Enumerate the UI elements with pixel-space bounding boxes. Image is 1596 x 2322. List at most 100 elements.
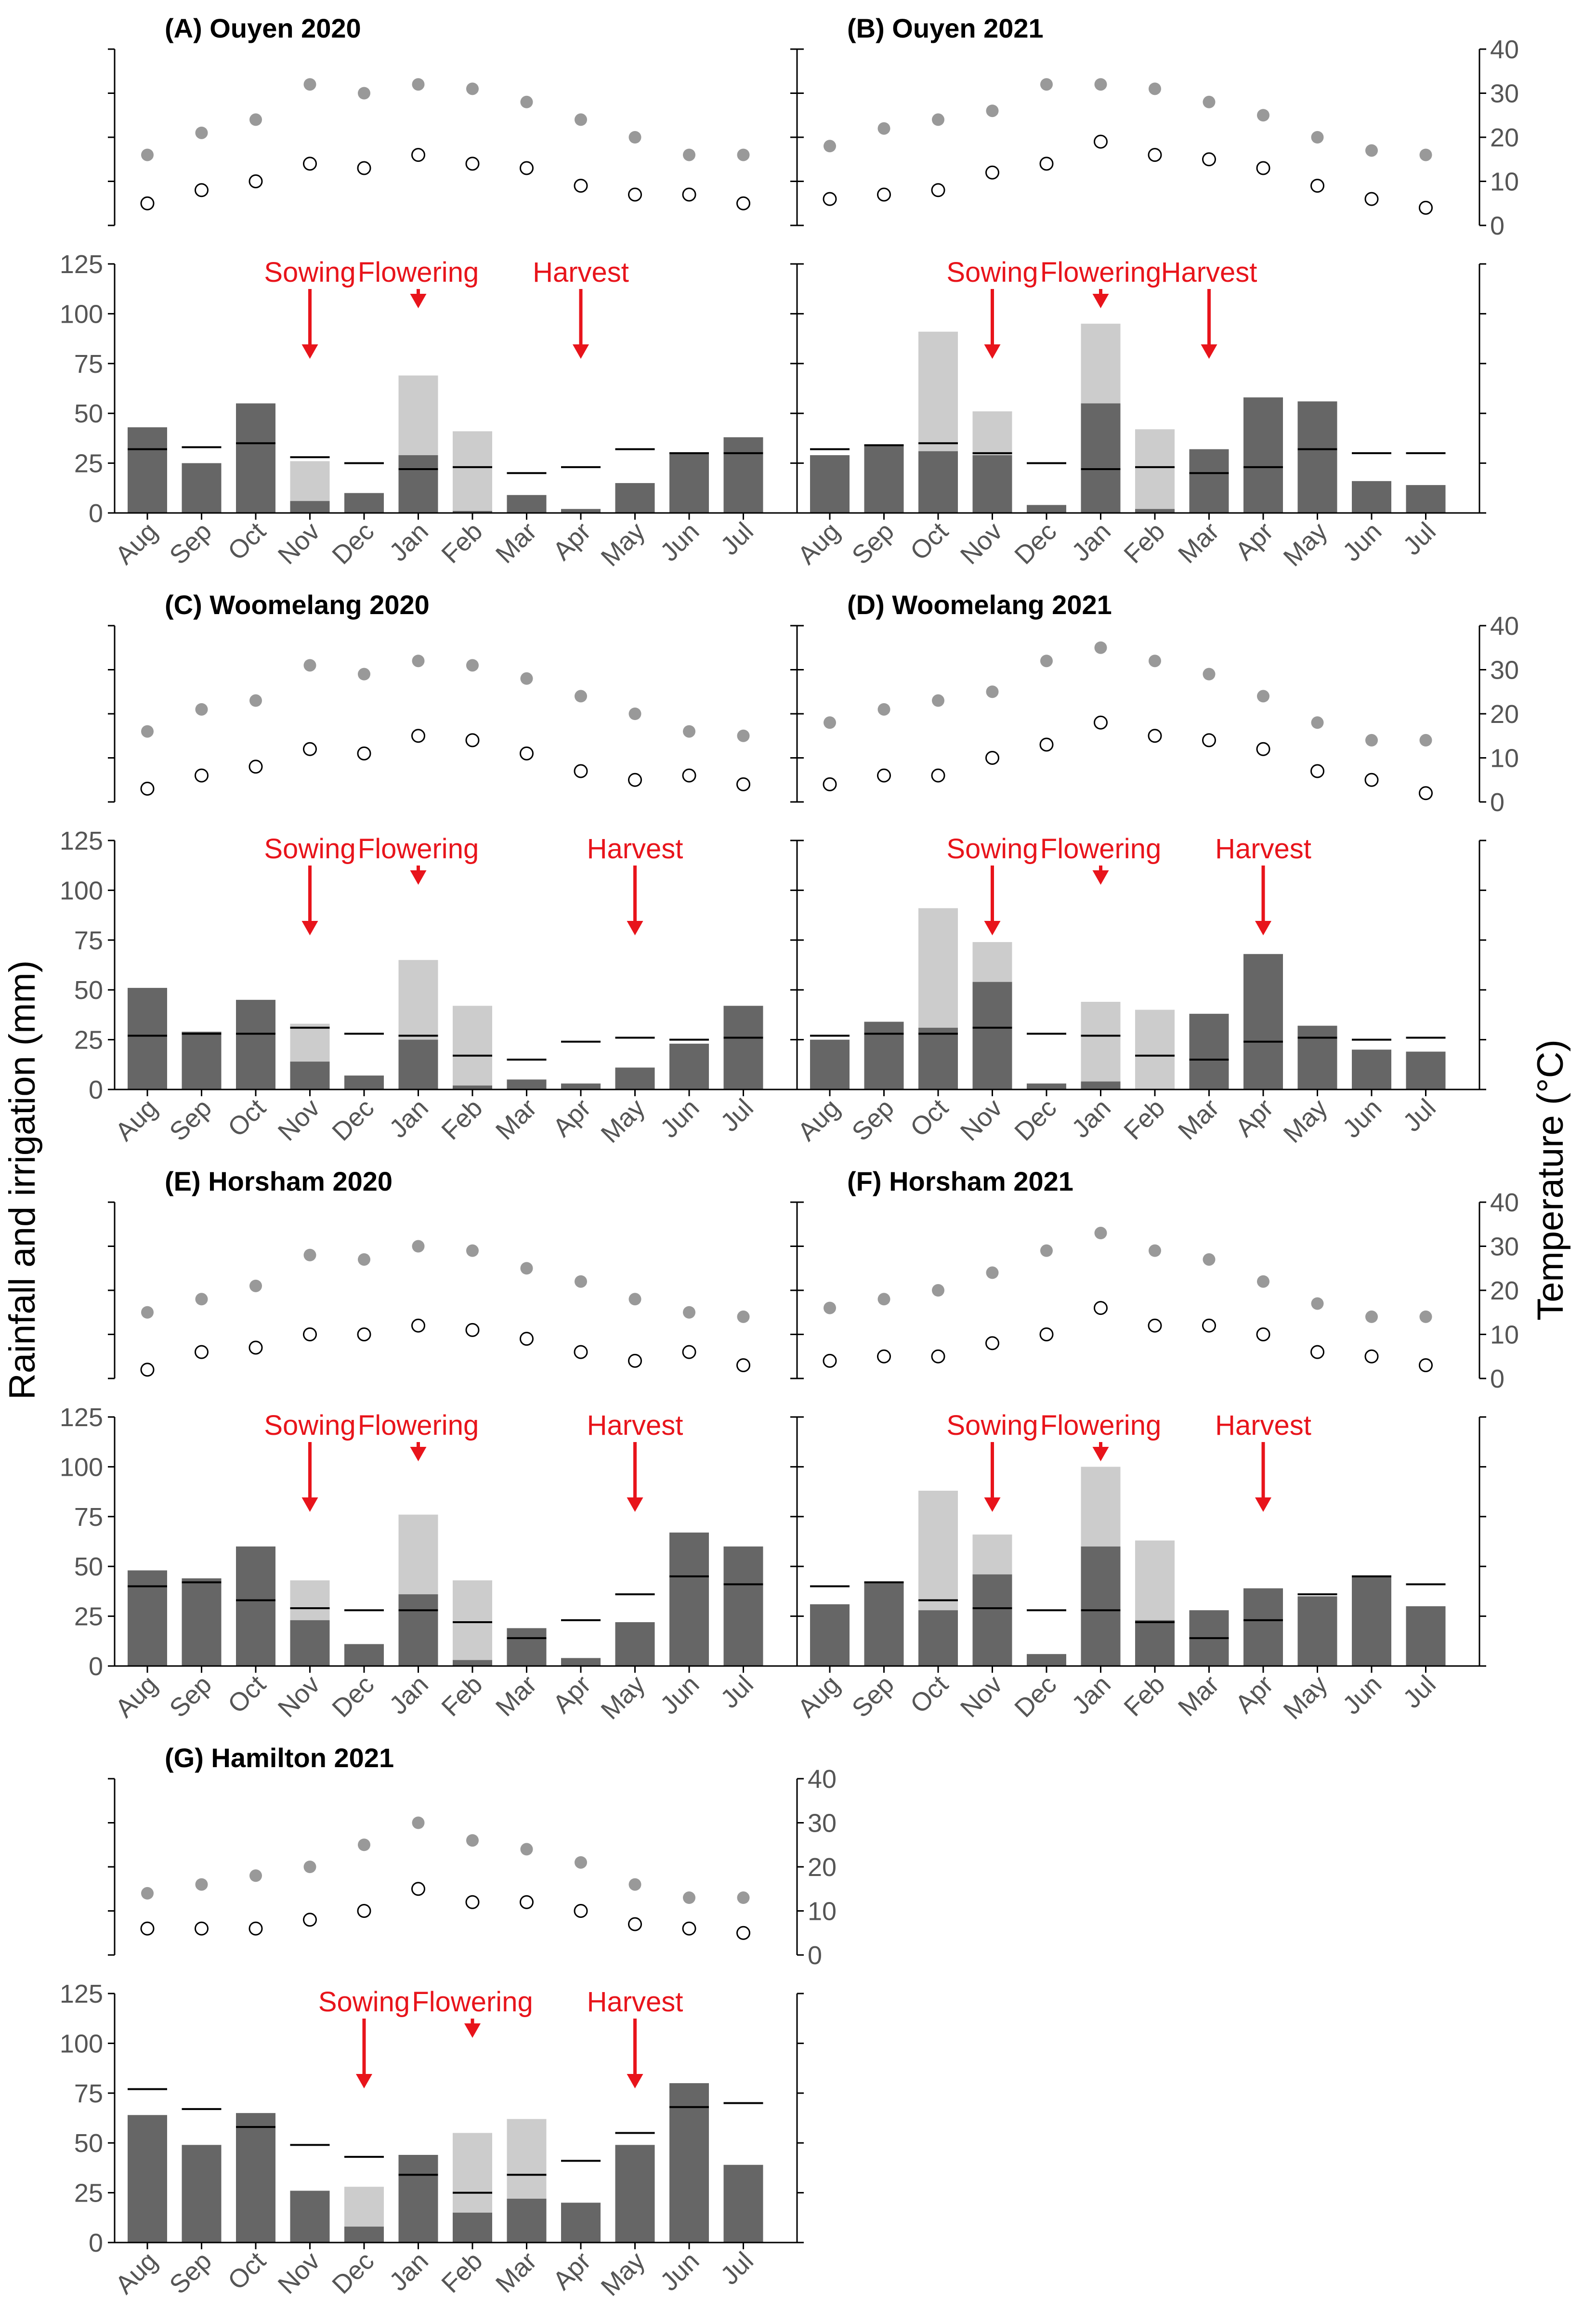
tmax-point	[141, 1887, 154, 1900]
month-label: Jan	[1066, 517, 1116, 567]
irrigation-bar	[1135, 1010, 1175, 1089]
tmax-point	[412, 1240, 425, 1253]
tmin-point	[1039, 737, 1054, 752]
temp-tick-label: 40	[1490, 1188, 1519, 1217]
rain-tick-label: 75	[74, 2079, 103, 2108]
tmax-point	[628, 1293, 641, 1306]
rain-bar	[918, 451, 958, 513]
rain-tick-label: 75	[74, 926, 103, 955]
event-label: Harvest	[533, 257, 629, 288]
month-label: Oct	[222, 1093, 272, 1142]
tmax-point	[1094, 641, 1107, 654]
tmin-point	[1310, 764, 1324, 778]
rain-tick-label: 0	[89, 1652, 103, 1681]
rain-bar	[723, 2165, 763, 2243]
tmin-point	[357, 1327, 371, 1341]
month-label: Aug	[110, 2246, 163, 2299]
tmin-point	[465, 157, 480, 171]
temp-tick-label: 20	[1490, 123, 1519, 152]
month-label: Oct	[222, 517, 272, 566]
month-label: Dec	[327, 1093, 379, 1146]
panel-title: (D) Woomelang 2021	[847, 590, 1112, 620]
tmin-point	[628, 187, 642, 202]
irrigation-bar	[918, 908, 958, 1028]
month-label: Mar	[1173, 517, 1225, 569]
rain-tick-label: 0	[89, 499, 103, 528]
rain-bar	[1081, 1546, 1121, 1666]
irrigation-bar	[972, 411, 1012, 456]
tmin-point	[1202, 152, 1216, 167]
tmin-point	[1094, 715, 1108, 730]
temp-tick-label: 40	[808, 1765, 837, 1794]
tmin-point	[520, 161, 534, 175]
rain-bar	[1352, 1576, 1391, 1666]
rain-bar	[972, 982, 1012, 1089]
tmin-point	[1310, 179, 1324, 193]
month-label: Oct	[905, 1670, 954, 1719]
rain-bar	[1243, 1588, 1283, 1666]
rain-bar	[723, 1006, 763, 1089]
rain-tick-label: 0	[89, 2229, 103, 2257]
month-label: Jan	[1066, 1093, 1116, 1143]
irrigation-bar	[290, 461, 330, 501]
tmin-point	[1202, 733, 1216, 748]
tmax-point	[824, 140, 836, 153]
tmin-point	[574, 179, 588, 193]
tmin-point	[411, 1318, 425, 1333]
event-arrow-head	[627, 921, 643, 935]
rain-bar	[1406, 1051, 1446, 1089]
tmin-point	[877, 1349, 891, 1364]
left-axis-label: Rainfall and irrigation (mm)	[2, 960, 43, 1400]
month-label: Apr	[548, 1093, 597, 1142]
tmin-point	[682, 768, 696, 783]
rain-bar	[810, 1039, 850, 1089]
tmax-point	[1257, 690, 1269, 703]
month-label: Sep	[847, 517, 900, 570]
panel-title: (C) Woomelang 2020	[165, 590, 430, 620]
event-arrow-head	[1092, 1447, 1109, 1461]
rain-bar	[398, 2155, 438, 2243]
rain-tick-label: 100	[60, 876, 103, 905]
rain-bar	[507, 495, 547, 513]
tmin-point	[682, 1921, 696, 1936]
rain-bar	[344, 2226, 384, 2243]
rain-bar	[615, 1067, 655, 1089]
tmax-point	[141, 725, 154, 738]
panel-f: (F) Horsham 2021 0 10 20 30 40 Aug Sep Oct Nov Dec…	[790, 1166, 1519, 1725]
tmax-point	[683, 725, 695, 738]
irrigation-bar	[918, 1491, 958, 1611]
tmin-point	[628, 1353, 642, 1368]
rain-bar	[290, 501, 330, 513]
month-label: Jun	[1337, 1093, 1387, 1143]
event-arrow-head	[356, 2074, 372, 2088]
tmax-point	[358, 1838, 370, 1851]
tmax-point	[249, 113, 262, 126]
temp-tick-label: 20	[808, 1853, 837, 1882]
tmax-point	[575, 1856, 587, 1869]
event-arrow-head	[301, 1497, 318, 1512]
tmax-point	[1203, 1253, 1216, 1266]
rain-bar	[453, 1660, 492, 1666]
tmax-point	[412, 1816, 425, 1829]
tmax-point	[303, 1248, 316, 1261]
event-label: Sowing	[264, 833, 355, 865]
tmax-point	[1094, 78, 1107, 91]
month-label: Dec	[327, 1670, 379, 1723]
rain-bar	[972, 1574, 1012, 1666]
tmax-point	[683, 1306, 695, 1319]
rain-tick-label: 50	[74, 399, 103, 428]
month-label: Nov	[955, 1670, 1008, 1723]
tmin-point	[1364, 192, 1379, 206]
tmax-point	[466, 659, 479, 672]
month-label: Dec	[327, 517, 379, 570]
tmin-point	[465, 1323, 480, 1337]
tmax-point	[1149, 1244, 1161, 1257]
event-label: Sowing	[264, 257, 355, 288]
tmin-point	[411, 729, 425, 743]
temp-tick-label: 10	[1490, 168, 1519, 197]
tmin-point	[1039, 1327, 1054, 1341]
tmax-point	[1365, 144, 1378, 157]
event-arrow-head	[301, 921, 318, 935]
event-arrow-head	[984, 344, 1001, 359]
rain-bar	[1297, 1596, 1337, 1666]
